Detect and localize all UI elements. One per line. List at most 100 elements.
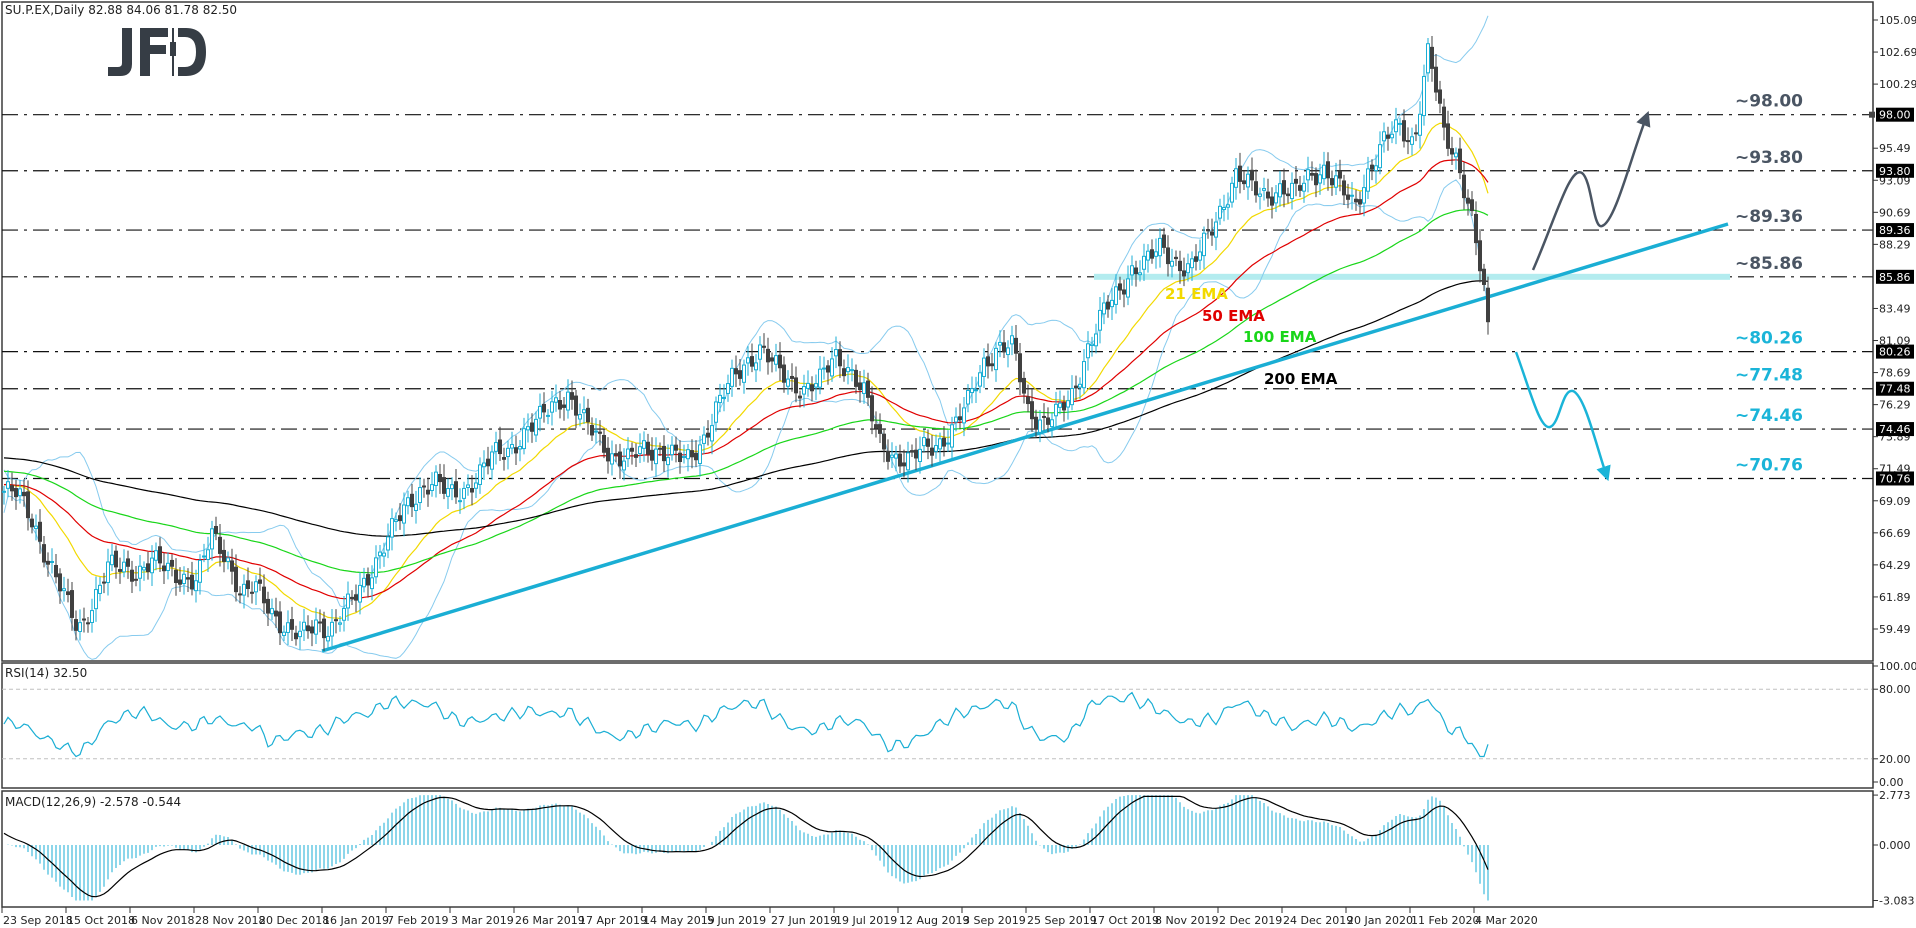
- bear-candle: [614, 453, 618, 456]
- bear-candle: [274, 610, 278, 617]
- bull-candle: [382, 552, 386, 557]
- bull-candle: [970, 388, 974, 394]
- bear-candle: [514, 447, 518, 454]
- price-tick: 59.49: [1879, 623, 1911, 636]
- bear-candle: [1446, 123, 1450, 149]
- bull-candle: [1374, 165, 1378, 172]
- date-tick: 20 Jan 2020: [1347, 914, 1413, 927]
- bull-candle: [1366, 168, 1370, 192]
- date-tick: 19 Jul 2019: [835, 914, 897, 927]
- price-tick: 61.89: [1879, 591, 1911, 604]
- bull-candle: [378, 551, 382, 557]
- bull-candle: [1394, 119, 1398, 133]
- ema-21-line: [3, 122, 1489, 620]
- bull-candle: [686, 449, 690, 460]
- bull-candle: [462, 487, 466, 499]
- bear-candle: [1046, 417, 1050, 425]
- price-level-tag: [1876, 381, 1914, 396]
- bull-candle: [386, 536, 390, 551]
- level-label: ~85.86: [1735, 254, 1803, 274]
- bull-candle: [1198, 251, 1202, 261]
- date-tick: 26 Mar 2019: [515, 914, 585, 927]
- bull-candle: [578, 414, 582, 420]
- bull-candle: [1130, 265, 1134, 276]
- bull-candle: [1202, 232, 1206, 257]
- bollinger-lower: [3, 179, 1489, 660]
- bear-candle: [650, 449, 654, 461]
- bear-candle: [1026, 396, 1030, 405]
- ascending-trendline[interactable]: [321, 222, 1729, 653]
- level-label: ~77.48: [1735, 366, 1803, 386]
- bull-candle: [746, 357, 750, 364]
- bull-candle: [934, 445, 938, 452]
- bear-candle: [1178, 260, 1182, 272]
- rsi-tick: 20.00: [1879, 753, 1911, 766]
- bull-candle: [718, 394, 722, 404]
- bull-candle: [1222, 207, 1226, 211]
- price-tick: 90.69: [1879, 206, 1911, 219]
- bear-candle: [398, 515, 402, 522]
- bull-candle: [1190, 258, 1194, 269]
- macd-indicator: 2.773 0.000 -3.083: [3, 789, 1914, 907]
- bear-candle: [1430, 46, 1434, 69]
- bear-candle: [1150, 249, 1154, 259]
- ema-lines: [3, 122, 1489, 620]
- svg-text:89.36: 89.36: [1879, 224, 1911, 237]
- bear-candle: [1034, 416, 1038, 430]
- bull-candle: [862, 382, 866, 394]
- bear-candle: [738, 370, 742, 379]
- bear-candle: [1434, 66, 1438, 93]
- bull-candle: [1410, 136, 1414, 145]
- bull-candle: [682, 455, 686, 459]
- bull-candle: [1146, 250, 1150, 261]
- bear-candle: [690, 450, 694, 458]
- bear-candle: [322, 618, 326, 639]
- bear-candle: [590, 425, 594, 436]
- bear-candle: [46, 560, 50, 565]
- rsi-panel-frame: [1, 662, 1874, 789]
- date-tick: 8 Nov 2019: [1155, 914, 1218, 927]
- bull-candle: [526, 426, 530, 431]
- bear-candle: [454, 481, 458, 498]
- rsi-tick: 0.00: [1879, 776, 1904, 789]
- bear-candle: [278, 611, 282, 634]
- bear-candle: [1298, 185, 1302, 191]
- bear-candle: [222, 549, 226, 562]
- price-tick: 83.49: [1879, 302, 1911, 315]
- level-handle[interactable]: [1869, 111, 1875, 118]
- level-label: ~70.76: [1735, 455, 1803, 475]
- bull-candle: [1398, 122, 1402, 125]
- bear-candle: [294, 632, 298, 640]
- bear-candle: [126, 558, 130, 567]
- bull-candle: [302, 621, 306, 631]
- symbol-header: SU.P.EX,Daily 82.88 84.06 81.78 82.50: [5, 3, 238, 17]
- bear-candle: [426, 489, 430, 495]
- bear-candle: [530, 422, 534, 432]
- bear-candle: [914, 449, 918, 459]
- bear-candle: [1250, 169, 1254, 181]
- bear-candle: [866, 380, 870, 398]
- bear-candle: [1338, 171, 1342, 179]
- bull-candle: [406, 497, 410, 507]
- bull-candle: [666, 457, 670, 466]
- bear-candle: [1194, 256, 1198, 262]
- bull-candle: [1114, 286, 1118, 305]
- bull-candle: [638, 446, 642, 455]
- bear-candle: [134, 578, 138, 581]
- bull-candle: [490, 451, 494, 470]
- bull-candle: [950, 424, 954, 448]
- bear-candle: [1042, 415, 1046, 418]
- macd-tick: -3.083: [1879, 894, 1914, 907]
- date-tick: 27 Jun 2019: [771, 914, 837, 927]
- bull-candle: [894, 453, 898, 459]
- bear-candle: [118, 569, 122, 572]
- bull-candle: [698, 444, 702, 464]
- bear-candle: [218, 536, 222, 554]
- bull-candle: [1422, 75, 1426, 117]
- bull-candle: [98, 584, 102, 594]
- trendline[interactable]: [321, 222, 1729, 653]
- bear-candle: [442, 477, 446, 494]
- bear-candle: [306, 625, 310, 632]
- bear-candle: [1478, 240, 1482, 272]
